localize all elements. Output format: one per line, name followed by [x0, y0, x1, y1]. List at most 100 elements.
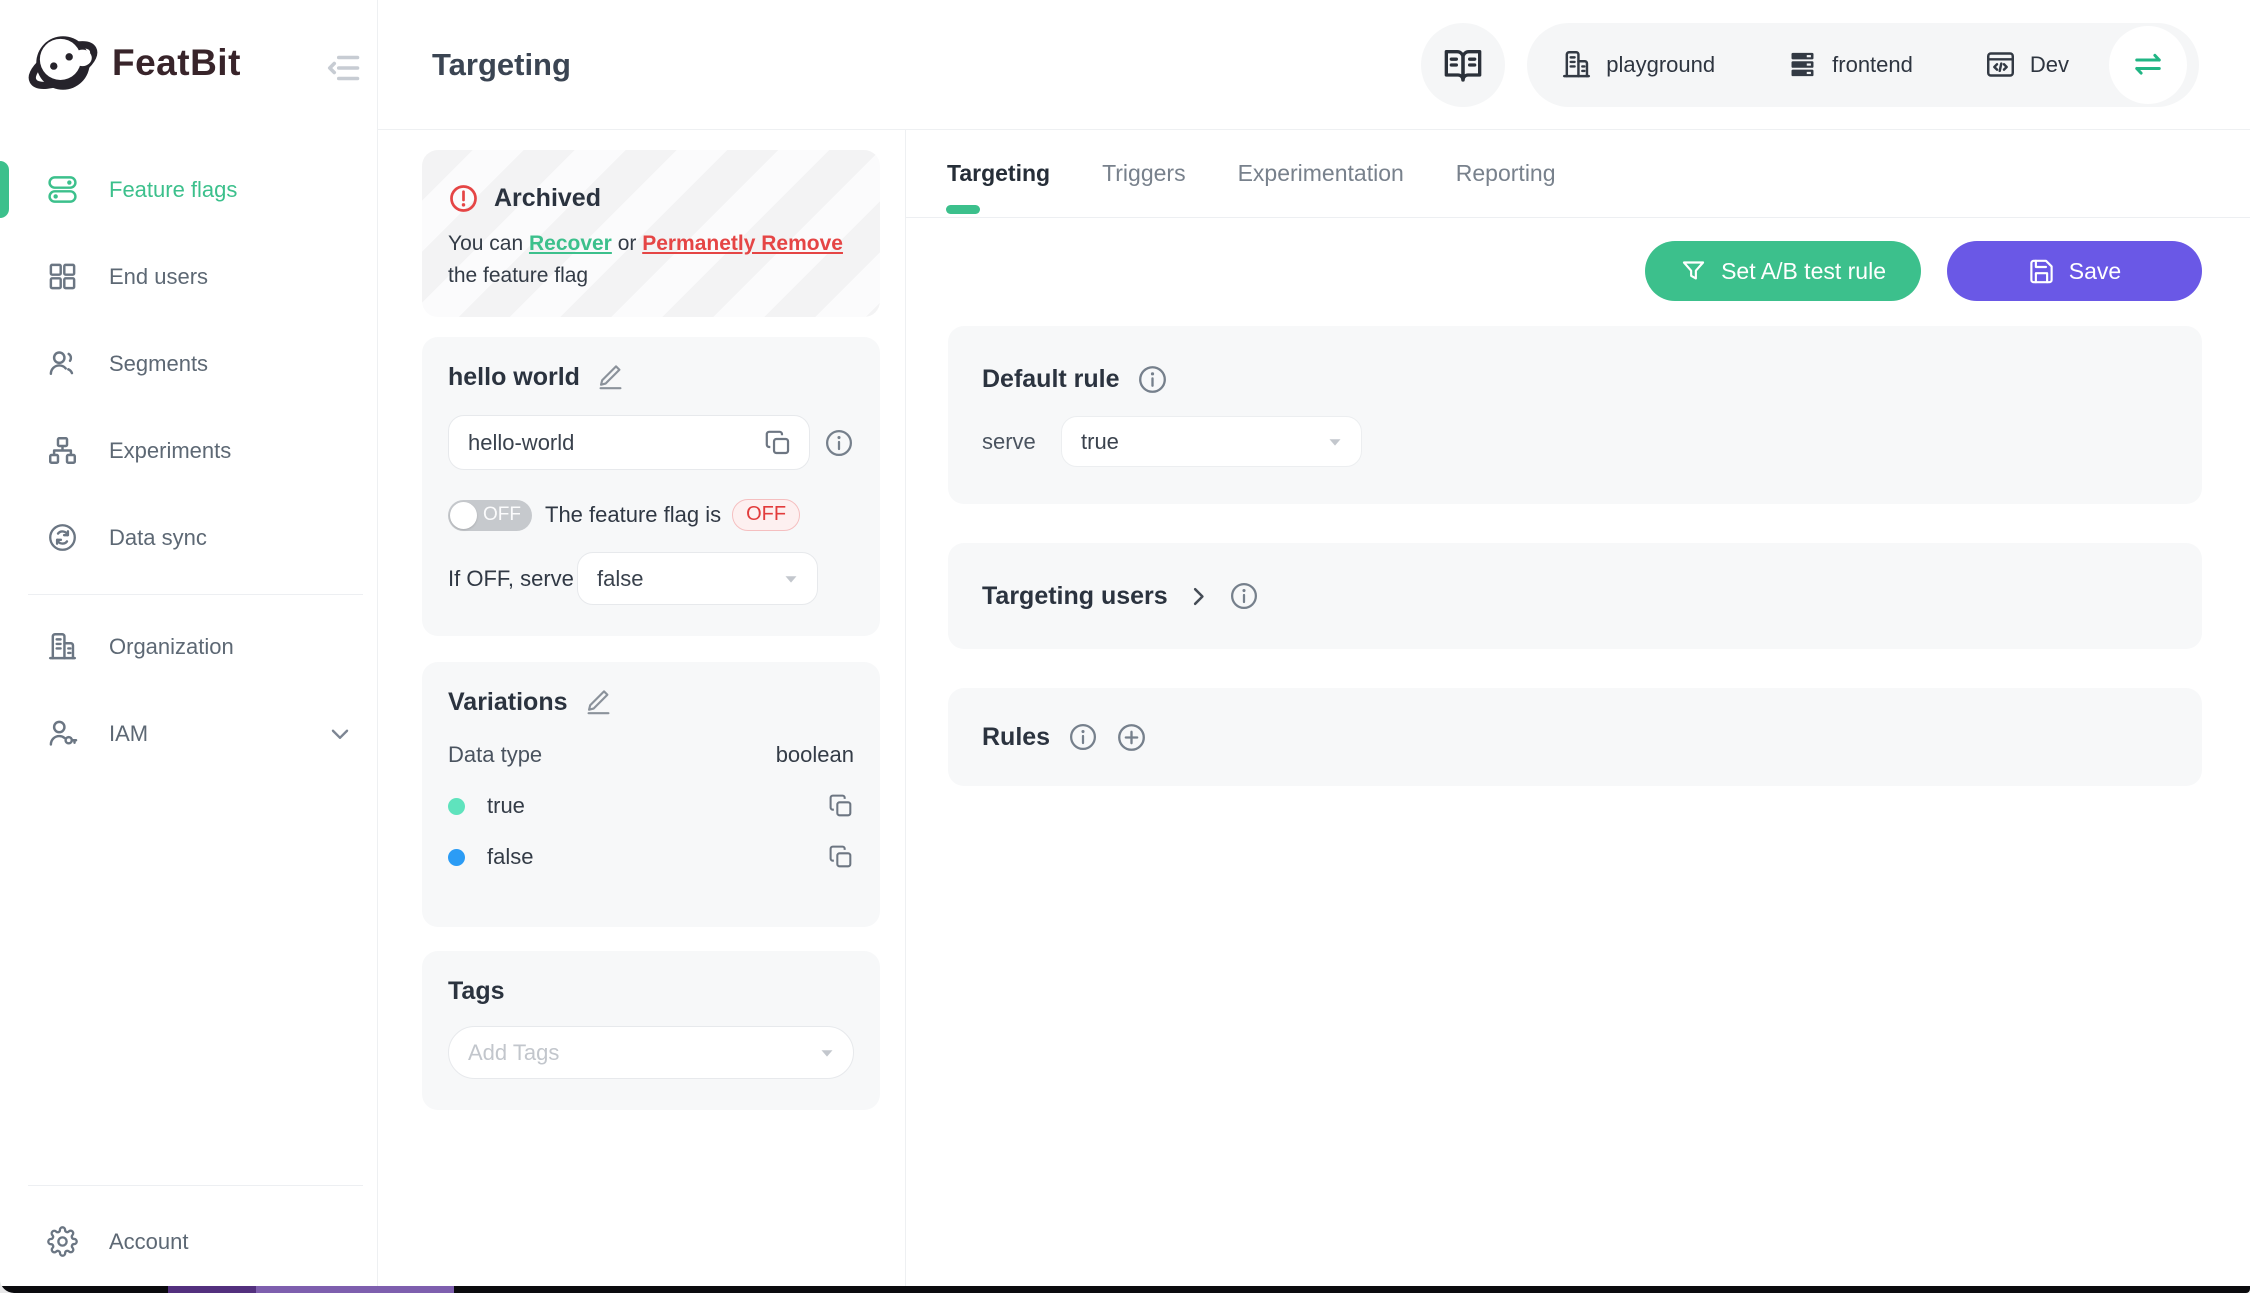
tab-experimentation[interactable]: Experimentation [1237, 160, 1404, 186]
default-rule-title: Default rule [982, 365, 1120, 393]
caret-down-icon [780, 568, 802, 590]
archived-banner: Archived You can Recover or Permanetly R… [422, 150, 880, 317]
save-floppy-icon [2028, 258, 2055, 285]
env-selector[interactable]: Dev [1985, 49, 2069, 80]
archived-text-suffix: the feature flag [448, 264, 589, 287]
window-edge-segment [256, 1286, 454, 1293]
variations-card: Variations Data type boolean true false [422, 662, 880, 927]
user-icon [47, 348, 78, 379]
sidebar: FeatBit Feature flags End users Segments… [0, 0, 378, 1293]
rules-title: Rules [982, 722, 1051, 751]
server-icon [1787, 49, 1818, 80]
if-off-serve-value: false [597, 565, 644, 591]
variations-title: Variations [448, 688, 568, 716]
sidebar-item-segments[interactable]: Segments [0, 320, 377, 407]
sidebar-nav: Feature flags End users Segments Experim… [0, 146, 377, 777]
sidebar-item-label: End users [109, 263, 209, 289]
copy-icon[interactable] [828, 793, 854, 819]
if-off-serve-label: If OFF, serve [448, 565, 574, 591]
flag-toggle[interactable]: OFF [448, 499, 532, 531]
add-tags-placeholder: Add Tags [468, 1039, 560, 1065]
actions-row: Set A/B test rule Save [948, 241, 2202, 301]
menu-fold-icon [326, 50, 362, 86]
variation-value: false [487, 844, 534, 869]
flag-key-input[interactable]: hello-world [448, 415, 810, 470]
status-badge: OFF [732, 499, 801, 531]
ab-button-label: Set A/B test rule [1721, 257, 1886, 284]
copy-icon[interactable] [828, 844, 854, 870]
sidebar-item-label: Account [109, 1228, 189, 1254]
sidebar-item-iam[interactable]: IAM [0, 690, 377, 777]
sidebar-collapse-button[interactable] [325, 50, 363, 88]
switch-environment-button[interactable] [2109, 25, 2187, 104]
service-selector[interactable]: frontend [1787, 49, 1913, 80]
main-content: Targeting Triggers Experimentation Repor… [906, 130, 2250, 1293]
variation-row-true: true [448, 793, 854, 819]
sidebar-divider [28, 594, 363, 595]
project-name: playground [1606, 51, 1716, 77]
building-icon [1561, 49, 1592, 80]
book-open-icon [1443, 45, 1483, 85]
set-ab-test-rule-button[interactable]: Set A/B test rule [1645, 241, 1921, 301]
sidebar-item-label: Experiments [109, 437, 232, 463]
sidebar-item-label: Organization [109, 633, 234, 659]
tab-targeting[interactable]: Targeting [945, 130, 1052, 217]
chevron-right-icon[interactable] [1185, 583, 1212, 610]
toggle-state-label: OFF [483, 503, 521, 525]
if-off-serve-select[interactable]: false [577, 552, 818, 605]
targeting-users-card: Targeting users [948, 543, 2202, 649]
project-selector[interactable]: playground [1561, 49, 1715, 80]
info-icon[interactable] [1137, 364, 1168, 395]
add-tags-select[interactable]: Add Tags [448, 1026, 854, 1079]
toggle-knob [450, 501, 477, 529]
sidebar-item-account[interactable]: Account [0, 1198, 377, 1285]
page-title: Targeting [432, 46, 571, 82]
info-icon[interactable] [1068, 722, 1098, 752]
variation-dot [448, 797, 465, 815]
copy-icon[interactable] [764, 429, 792, 457]
sidebar-item-label: IAM [109, 720, 149, 746]
sidebar-item-label: Feature flags [109, 176, 238, 202]
edit-pencil-icon[interactable] [597, 364, 624, 391]
environment-selector: playground frontend Dev [1527, 22, 2199, 107]
swap-arrows-icon [2130, 47, 2166, 83]
sidebar-item-experiments[interactable]: Experiments [0, 407, 377, 494]
feature-flags-icon [47, 174, 78, 205]
edit-pencil-icon[interactable] [585, 689, 612, 716]
sidebar-item-end-users[interactable]: End users [0, 233, 377, 320]
featbit-mascot-icon [26, 26, 100, 100]
window-edge-segment [168, 1286, 256, 1293]
tags-card: Tags Add Tags [422, 951, 880, 1110]
rules-card: Rules [948, 688, 2202, 786]
permanently-remove-link[interactable]: Permanetly Remove [642, 232, 843, 255]
header-controls: playground frontend Dev [1421, 22, 2199, 107]
variation-value: true [487, 793, 525, 818]
sidebar-item-data-sync[interactable]: Data sync [0, 494, 377, 581]
tags-title: Tags [448, 977, 505, 1005]
data-type-label: Data type [448, 742, 543, 767]
info-icon[interactable] [824, 428, 854, 458]
tab-triggers[interactable]: Triggers [1102, 160, 1186, 186]
add-rule-icon[interactable] [1116, 722, 1147, 753]
grid-icon [47, 261, 78, 292]
tab-bar: Targeting Triggers Experimentation Repor… [906, 130, 2250, 218]
flag-detail-panel: Archived You can Recover or Permanetly R… [378, 130, 906, 1293]
default-rule-serve-select[interactable]: true [1061, 416, 1362, 467]
page-header: Targeting playground frontend Dev [378, 0, 2250, 130]
sidebar-item-feature-flags[interactable]: Feature flags [0, 146, 377, 233]
save-button[interactable]: Save [1947, 241, 2202, 301]
brand-name: FeatBit [112, 42, 241, 83]
flag-key-value: hello-world [468, 429, 575, 455]
docs-button[interactable] [1421, 22, 1506, 107]
flag-summary-card: hello world hello-world OFF The feature … [422, 337, 880, 636]
variation-dot [448, 848, 465, 866]
info-icon[interactable] [1229, 581, 1259, 611]
sidebar-footer: Account [0, 1185, 377, 1285]
sidebar-item-organization[interactable]: Organization [0, 603, 377, 690]
building-icon [47, 631, 78, 662]
tab-reporting[interactable]: Reporting [1455, 160, 1556, 186]
recover-link[interactable]: Recover [528, 232, 612, 255]
targeting-content: Set A/B test rule Save Default rule serv… [906, 218, 2250, 786]
data-type-value: boolean [775, 742, 854, 767]
